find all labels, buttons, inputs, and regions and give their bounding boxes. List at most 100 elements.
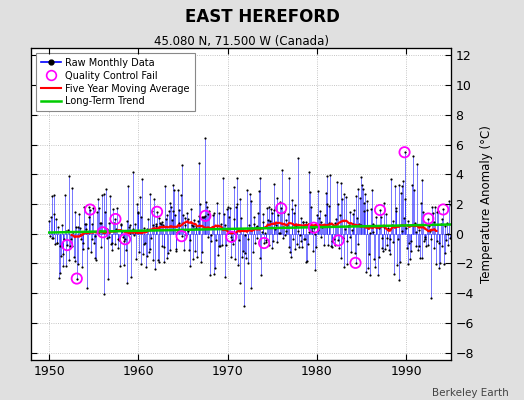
- Point: [451, 208, 460, 214]
- Point: [196, 259, 205, 266]
- Point: [47, 214, 55, 220]
- Point: [146, 190, 154, 197]
- Point: [275, 230, 283, 236]
- Point: [300, 236, 309, 243]
- Point: [94, 230, 103, 236]
- Point: [361, 190, 369, 197]
- Point: [445, 198, 453, 204]
- Point: [424, 215, 432, 222]
- Point: [118, 234, 127, 240]
- Point: [395, 277, 403, 284]
- Point: [411, 242, 420, 249]
- Point: [402, 225, 410, 232]
- Point: [133, 200, 141, 207]
- Point: [56, 270, 64, 276]
- Point: [285, 244, 293, 250]
- Point: [238, 248, 247, 254]
- Point: [50, 211, 59, 217]
- Point: [62, 263, 71, 269]
- Point: [389, 217, 398, 224]
- Point: [365, 271, 374, 278]
- Point: [183, 215, 192, 222]
- Point: [79, 246, 87, 252]
- Point: [294, 228, 302, 234]
- Point: [249, 214, 258, 221]
- Point: [315, 214, 323, 221]
- Point: [125, 224, 133, 230]
- Point: [353, 215, 361, 222]
- Point: [157, 219, 166, 225]
- Point: [217, 221, 225, 227]
- Point: [333, 201, 342, 207]
- Point: [107, 240, 115, 247]
- Point: [121, 236, 129, 242]
- Point: [333, 179, 341, 185]
- Point: [180, 247, 188, 254]
- Point: [165, 208, 173, 215]
- Point: [253, 222, 261, 229]
- Point: [258, 229, 266, 235]
- Point: [122, 247, 130, 253]
- Point: [54, 223, 62, 230]
- Point: [423, 221, 431, 227]
- Point: [370, 256, 378, 262]
- Point: [283, 222, 291, 229]
- Point: [150, 196, 158, 202]
- Point: [359, 186, 367, 192]
- Point: [65, 173, 73, 179]
- Point: [397, 190, 405, 196]
- Point: [215, 210, 224, 216]
- Point: [332, 216, 341, 222]
- Point: [80, 204, 89, 210]
- Point: [148, 256, 157, 263]
- Point: [299, 218, 308, 225]
- Point: [317, 218, 325, 225]
- Point: [237, 254, 246, 260]
- Point: [187, 237, 195, 244]
- Point: [363, 198, 372, 204]
- Point: [162, 255, 171, 262]
- Point: [257, 272, 265, 278]
- Point: [400, 149, 409, 156]
- Point: [113, 205, 121, 211]
- Point: [98, 192, 106, 198]
- Point: [155, 215, 163, 221]
- Point: [190, 217, 199, 224]
- Point: [307, 204, 315, 210]
- Point: [61, 192, 69, 198]
- Point: [91, 255, 100, 261]
- Point: [70, 254, 78, 260]
- Point: [453, 236, 462, 242]
- Point: [376, 207, 384, 213]
- Point: [232, 204, 240, 210]
- Point: [216, 243, 224, 250]
- Point: [84, 214, 93, 220]
- Point: [230, 184, 238, 190]
- Point: [260, 240, 268, 246]
- Point: [127, 228, 136, 235]
- Point: [99, 229, 107, 236]
- Point: [253, 234, 261, 241]
- Legend: Raw Monthly Data, Quality Control Fail, Five Year Moving Average, Long-Term Tren: Raw Monthly Data, Quality Control Fail, …: [36, 53, 195, 111]
- Point: [279, 224, 288, 230]
- Point: [427, 295, 435, 301]
- Point: [441, 223, 449, 229]
- Point: [434, 240, 443, 246]
- Point: [167, 204, 176, 210]
- Point: [369, 229, 377, 235]
- Point: [200, 214, 208, 220]
- Point: [102, 235, 111, 242]
- Point: [192, 225, 201, 232]
- Point: [263, 205, 271, 211]
- Point: [437, 220, 445, 227]
- Point: [285, 175, 293, 181]
- Point: [310, 224, 318, 231]
- Point: [381, 246, 389, 252]
- Point: [357, 174, 366, 180]
- Point: [427, 235, 435, 242]
- Point: [169, 207, 177, 214]
- Point: [386, 236, 394, 242]
- Point: [280, 208, 288, 215]
- Point: [304, 241, 312, 248]
- Point: [124, 183, 132, 189]
